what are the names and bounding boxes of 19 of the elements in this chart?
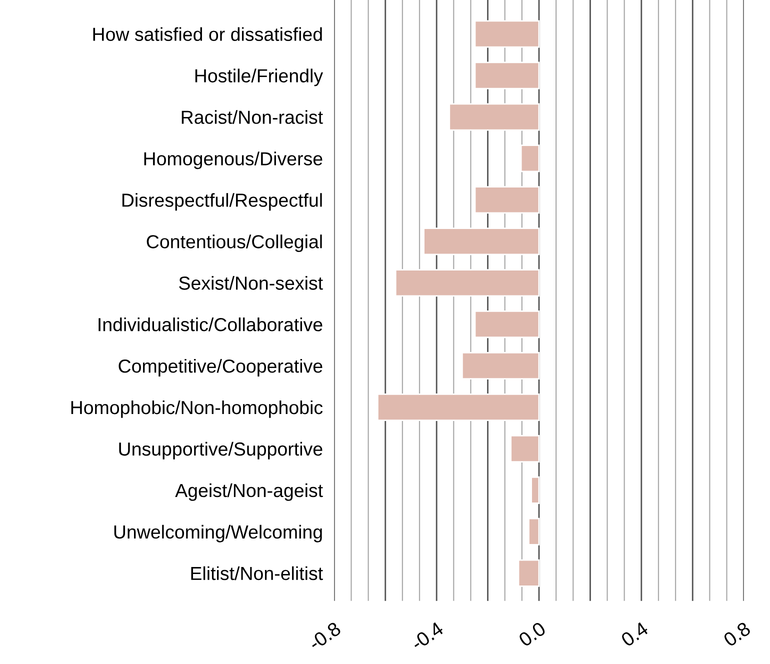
x-tick-label: 0.0	[518, 621, 547, 648]
y-tick-label: Unwelcoming/Welcoming	[114, 524, 322, 542]
y-tick-label: Homogenous/Diverse	[144, 152, 322, 170]
y-tick-label: Homophobic/Non-homophobic	[71, 400, 323, 418]
y-tick-label: Elitist/Non-elitist	[191, 566, 323, 580]
y-tick-label: Hostile/Friendly	[195, 68, 324, 86]
x-tick-label: -0.4	[410, 621, 444, 651]
y-tick-label: Racist/Non-racist	[182, 110, 323, 124]
y-tick-label: Sexist/Non-sexist	[179, 276, 323, 290]
y-tick-label: Individualistic/Collaborative	[98, 318, 322, 332]
y-tick-label: Ageist/Non-ageist	[175, 483, 323, 501]
x-tick-label: 0.8	[722, 621, 752, 648]
y-tick-label: How satisfied or dissatisfied	[93, 27, 322, 41]
x-tick-label: -0.8	[308, 621, 342, 651]
y-tick-label: Unsupportive/Supportive	[119, 442, 322, 460]
y-tick-label: Disrespectful/Respectful	[122, 193, 322, 211]
x-tick-label: 0.4	[620, 621, 650, 648]
y-tick-label: Competitive/Cooperative	[118, 358, 322, 376]
y-tick-label: Contentious/Collegial	[146, 234, 322, 252]
